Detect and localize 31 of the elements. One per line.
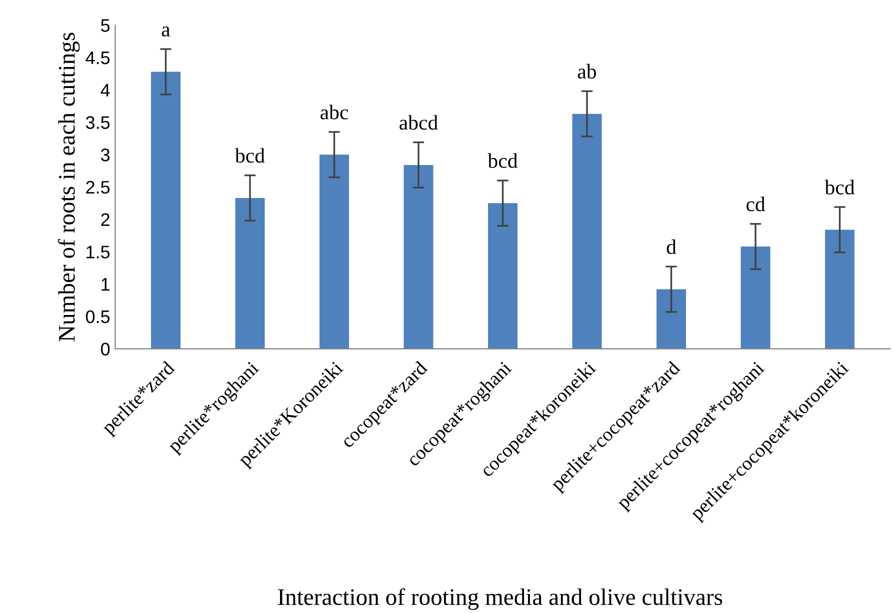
- y-tick-label: 1: [102, 278, 110, 291]
- x-axis-title: Interaction of rooting media and olive cultivars: [278, 588, 722, 610]
- annotation: d: [666, 239, 676, 254]
- bar: [235, 198, 265, 349]
- y-tick-label: 1.5: [86, 246, 110, 258]
- y-tick-label: 4: [100, 84, 110, 96]
- annotation: abc: [320, 104, 348, 120]
- y-axis-title: Number of roots in each cuttings: [58, 32, 80, 342]
- bar: [151, 72, 180, 349]
- annotation: a: [162, 26, 170, 37]
- y-tick-label: 0: [101, 342, 110, 356]
- y-tick-label: 2.5: [86, 180, 110, 194]
- y-tick-label: 3: [100, 148, 110, 162]
- bar: [656, 289, 686, 349]
- y-tick-label: 4.5: [86, 52, 110, 64]
- y-tick-label: 0.5: [86, 310, 110, 324]
- annotation: bcd: [234, 148, 265, 163]
- y-tick-label: 3.5: [86, 116, 110, 129]
- annotation: abcd: [400, 115, 438, 130]
- annotation: bcd: [488, 153, 518, 168]
- bar: [825, 230, 855, 349]
- annotation: ab: [578, 64, 596, 79]
- bar: [488, 203, 518, 349]
- bar: [740, 246, 770, 349]
- y-tick-label: 5: [101, 19, 110, 32]
- bar: [320, 154, 349, 349]
- annotation: bcd: [824, 180, 855, 194]
- bar: [404, 164, 434, 349]
- bar: [572, 114, 602, 349]
- annotation: cd: [746, 196, 766, 212]
- y-tick-label: 2: [101, 213, 110, 226]
